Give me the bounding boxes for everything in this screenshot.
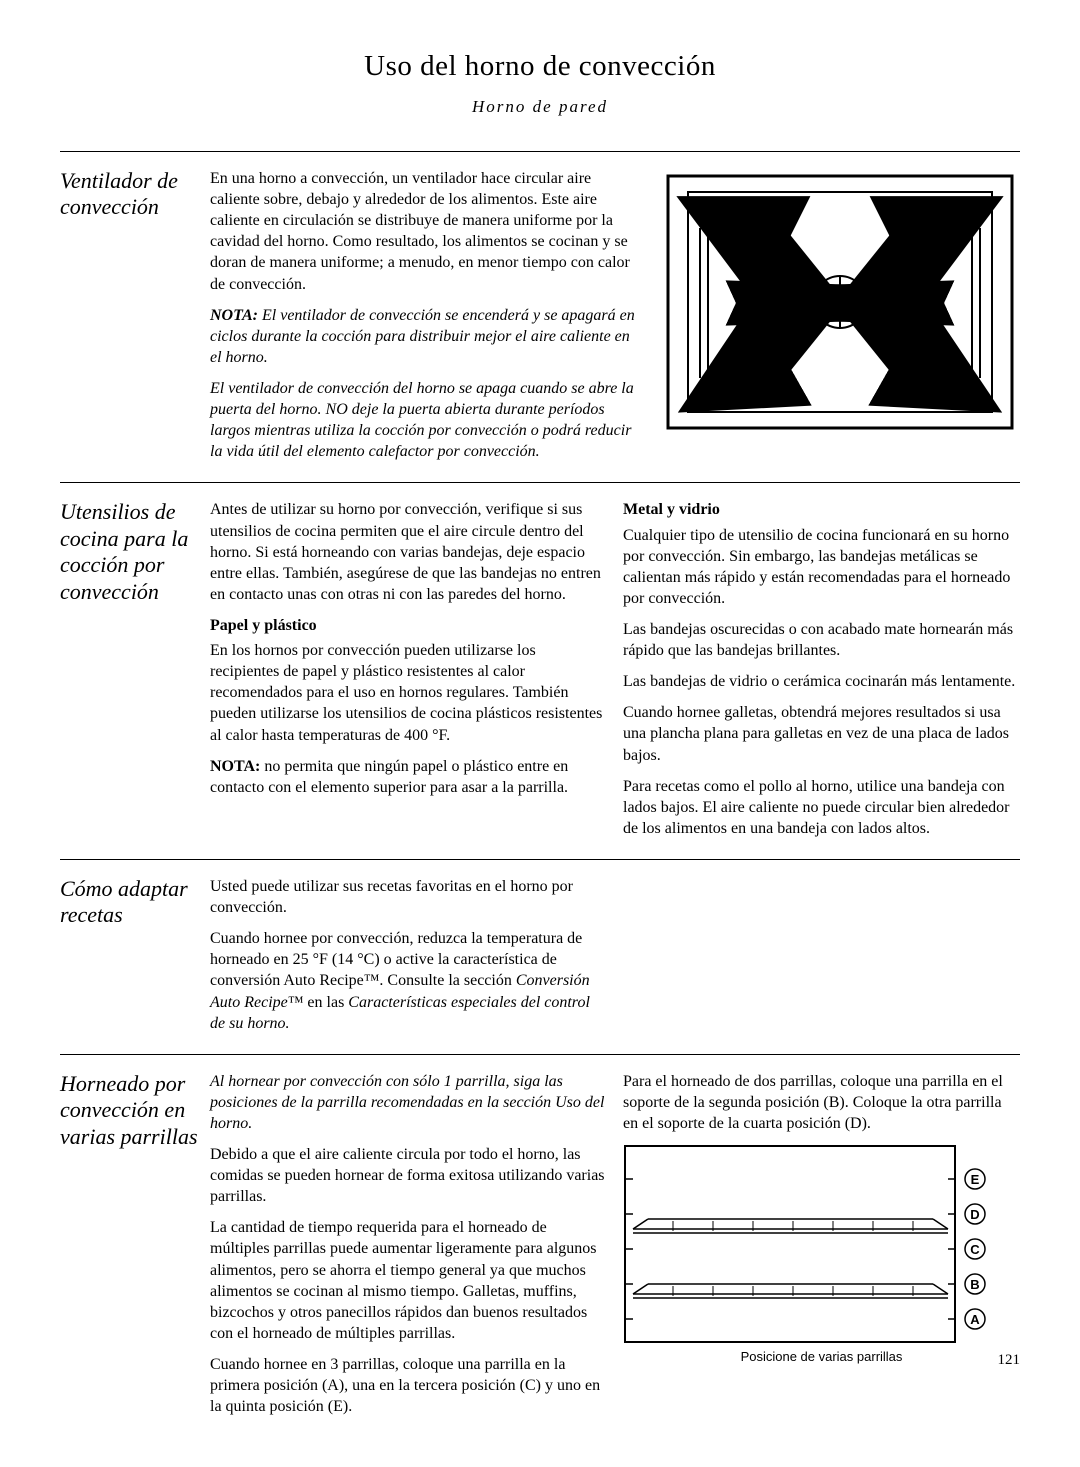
- nota-label: NOTA:: [210, 307, 258, 324]
- page-number: 121: [998, 1352, 1021, 1369]
- adaptar-text: Usted puede utilizar sus recetas favorit…: [210, 876, 607, 1044]
- nota-label: NOTA:: [210, 758, 260, 775]
- heading-adaptar: Cómo adaptar recetas: [60, 876, 210, 1044]
- p: Cuando hornee en 3 parrillas, coloque un…: [210, 1354, 607, 1417]
- label-a: A: [970, 1312, 980, 1327]
- p: Las bandejas de vidrio o cerámica cocina…: [623, 671, 1020, 692]
- nota: NOTA: El ventilador de convección se enc…: [210, 305, 644, 368]
- rack-caption: Posicione de varias parrillas: [623, 1348, 1020, 1365]
- heading-utensilios: Utensilios de cocina para la cocción por…: [60, 499, 210, 849]
- nota-text: El ventilador de convección se encenderá…: [210, 307, 635, 366]
- horneado-col2: Para el horneado de dos parrillas, coloq…: [623, 1071, 1020, 1428]
- p: Cuando hornee galletas, obtendrá mejores…: [623, 702, 1020, 765]
- p: La cantidad de tiempo requerida para el …: [210, 1217, 607, 1344]
- convection-diagram: [660, 168, 1020, 472]
- t: en las: [303, 994, 348, 1011]
- empty-col: [623, 876, 1020, 1044]
- subtitle: Horno de pared: [60, 97, 1020, 117]
- nota: NOTA: no permita que ningún papel o plás…: [210, 756, 607, 798]
- section-horneado: Horneado por convección en varias parril…: [60, 1054, 1020, 1428]
- label-d: D: [970, 1207, 979, 1222]
- heading-ventilador: Ventilador de convección: [60, 168, 210, 472]
- p: Cualquier tipo de utensilio de cocina fu…: [623, 525, 1020, 609]
- p: Para recetas como el pollo al horno, uti…: [623, 776, 1020, 839]
- section-utensilios: Utensilios de cocina para la cocción por…: [60, 482, 1020, 849]
- section-adaptar: Cómo adaptar recetas Usted puede utiliza…: [60, 859, 1020, 1044]
- p: Debido a que el aire caliente circula po…: [210, 1144, 607, 1207]
- p: Las bandejas oscurecidas o con acabado m…: [623, 619, 1020, 661]
- p: Para el horneado de dos parrillas, coloq…: [623, 1071, 1020, 1134]
- ventilador-text: En una horno a convección, un ventilador…: [210, 168, 644, 472]
- p: Al hornear por convección con sólo 1 par…: [210, 1071, 607, 1134]
- p: El ventilador de convección del horno se…: [210, 378, 644, 462]
- section-ventilador: Ventilador de convección En una horno a …: [60, 151, 1020, 472]
- utensilios-col2: Metal y vidrio Cualquier tipo de utensil…: [623, 499, 1020, 849]
- p: Cuando hornee por convección, reduzca la…: [210, 928, 607, 1034]
- heading-horneado: Horneado por convección en varias parril…: [60, 1071, 210, 1428]
- subhead-papel: Papel y plástico: [210, 615, 607, 636]
- page-title: Uso del horno de convección: [60, 50, 1020, 83]
- p: Antes de utilizar su horno por convecció…: [210, 499, 607, 605]
- p: En los hornos por convección pueden util…: [210, 640, 607, 746]
- p: En una horno a convección, un ventilador…: [210, 168, 644, 295]
- label-c: C: [970, 1242, 980, 1257]
- horneado-col1: Al hornear por convección con sólo 1 par…: [210, 1071, 607, 1428]
- label-e: E: [971, 1172, 980, 1187]
- utensilios-col1: Antes de utilizar su horno por convecció…: [210, 499, 607, 849]
- subhead-metal: Metal y vidrio: [623, 499, 1020, 520]
- label-b: B: [970, 1277, 979, 1292]
- nota-text: no permita que ningún papel o plástico e…: [210, 758, 568, 796]
- p: Usted puede utilizar sus recetas favorit…: [210, 876, 607, 918]
- rack-diagram: E D C B A Posicione de varias parrillas: [623, 1144, 1020, 1365]
